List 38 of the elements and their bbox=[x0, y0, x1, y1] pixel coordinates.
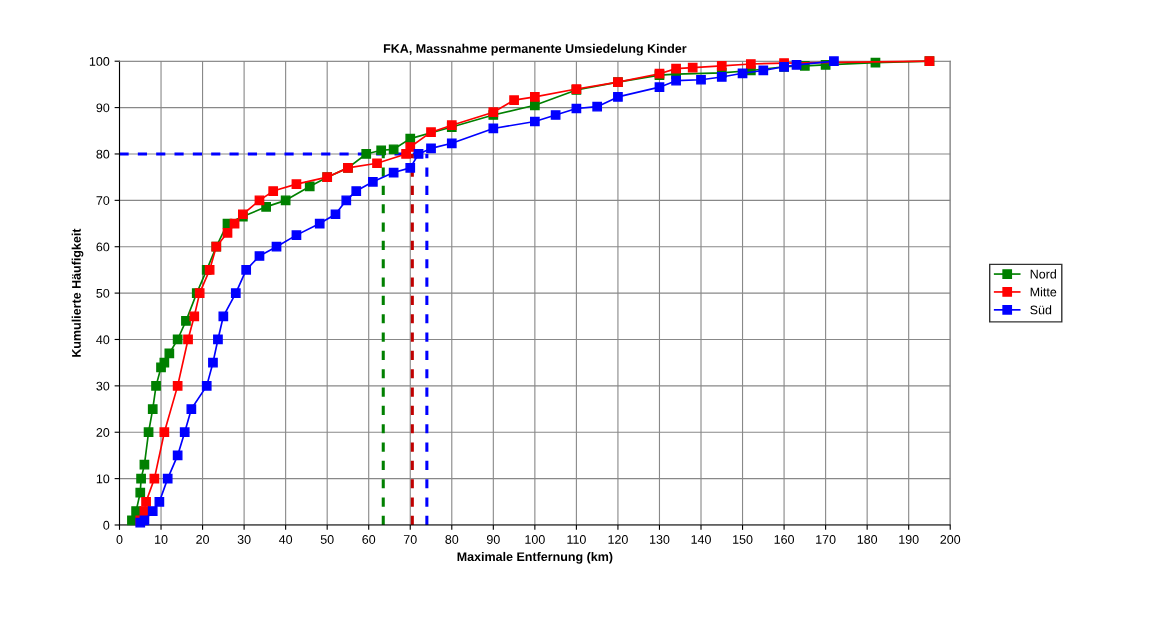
y-tick-label: 90 bbox=[96, 103, 110, 113]
y-tick-label: 50 bbox=[96, 288, 110, 298]
y-tick-label: 30 bbox=[96, 381, 110, 391]
chart-title: FKA, Massnahme permanente Umsiedelung Kinder bbox=[383, 43, 687, 56]
x-tick-label: 160 bbox=[774, 535, 795, 544]
x-tick-label: 150 bbox=[733, 535, 753, 544]
x-tick-label: 10 bbox=[155, 535, 168, 544]
x-tick-label: 40 bbox=[278, 535, 293, 544]
y-tick-label: 100 bbox=[89, 57, 110, 66]
y-axis-title: Kumulierte Häufigkeit bbox=[71, 228, 84, 357]
x-tick-label: 90 bbox=[486, 535, 500, 544]
x-tick-label: 50 bbox=[320, 535, 334, 544]
x-tick-label: 70 bbox=[403, 535, 417, 544]
x-tick-label: 60 bbox=[362, 535, 376, 544]
x-tick-label: 0 bbox=[116, 535, 123, 544]
y-tick-label: 10 bbox=[96, 474, 110, 484]
x-tick-label: 190 bbox=[899, 535, 919, 544]
y-tick-label: 60 bbox=[96, 242, 110, 252]
x-tick-label: 100 bbox=[525, 535, 545, 544]
x-tick-label: 80 bbox=[445, 535, 459, 544]
x-tick-label: 30 bbox=[237, 535, 251, 544]
x-tick-label: 110 bbox=[567, 535, 586, 544]
x-tick-label: 120 bbox=[608, 535, 628, 544]
x-tick-label: 170 bbox=[816, 535, 836, 544]
legend-label: Nord bbox=[1030, 269, 1056, 279]
x-tick-label: 130 bbox=[649, 535, 670, 544]
y-tick-label: 80 bbox=[96, 149, 110, 159]
x-tick-label: 200 bbox=[940, 535, 961, 544]
y-tick-label: 0 bbox=[103, 520, 110, 530]
legend-label: Mitte bbox=[1030, 287, 1057, 297]
x-tick-label: 180 bbox=[857, 535, 878, 544]
legend-label: Süd bbox=[1030, 305, 1052, 315]
x-tick-label: 140 bbox=[691, 535, 711, 544]
y-tick-label: 70 bbox=[96, 196, 110, 205]
x-axis-title: Maximale Entfernung (km) bbox=[457, 551, 613, 564]
y-tick-label: 40 bbox=[96, 335, 110, 345]
x-tick-label: 20 bbox=[196, 535, 210, 544]
y-tick-label: 20 bbox=[96, 428, 110, 437]
